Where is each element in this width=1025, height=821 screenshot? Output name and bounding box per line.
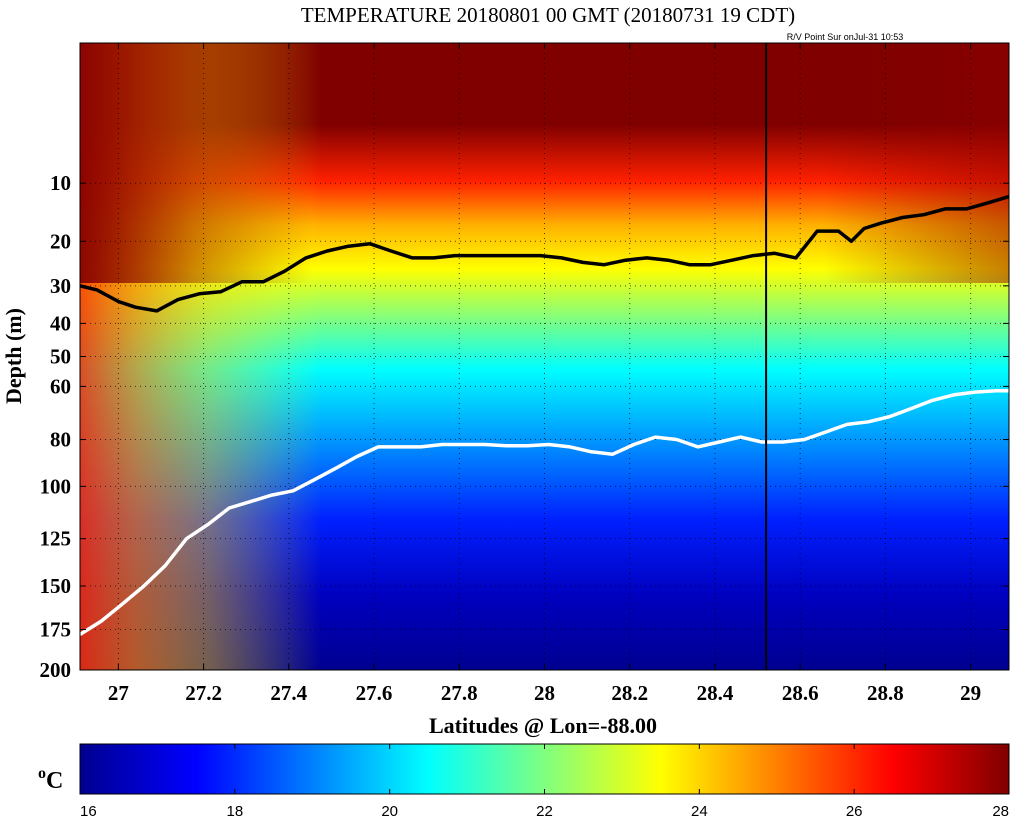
y-tick-label: 100 <box>40 474 72 498</box>
upper-contour-line <box>80 194 1009 313</box>
colorbar-tick-label: 16 <box>80 803 97 820</box>
colorbar-tick-label: 20 <box>381 803 398 820</box>
y-axis: 10 20 30 40 50 60 80 100 125 150 175 200 <box>40 171 1009 682</box>
y-tick-label: 125 <box>40 527 72 551</box>
x-tick-label: 28.2 <box>611 681 648 705</box>
x-tick-label: 27 <box>108 681 129 705</box>
y-tick-label: 50 <box>50 345 71 369</box>
x-axis: 27 27.2 27.4 27.6 27.8 28 28.2 28.4 28.6 28.8 29 <box>108 43 981 705</box>
x-tick-label: 29 <box>960 681 981 705</box>
x-tick-label: 28.4 <box>697 681 734 705</box>
colorbar-unit: oC <box>38 765 63 794</box>
y-tick-label: 150 <box>40 574 72 598</box>
colorbar: 16 18 20 22 24 26 28 oC <box>38 743 1010 820</box>
x-tick-label: 27.6 <box>356 681 393 705</box>
x-tick-label: 28.6 <box>782 681 819 705</box>
lower-contour-line <box>80 388 1009 636</box>
colorbar-tick-label: 28 <box>992 803 1009 820</box>
colorbar-tick-label: 24 <box>691 803 708 820</box>
x-tick-label: 27.2 <box>185 681 222 705</box>
colorbar-tick-label: 18 <box>226 803 243 820</box>
vessel-annotation: R/V Point Sur onJul-31 10:53 <box>787 32 904 42</box>
y-tick-label: 40 <box>50 311 71 335</box>
x-tick-label: 27.4 <box>270 681 307 705</box>
y-tick-label: 200 <box>40 658 72 682</box>
colorbar-unit-letter: C <box>46 768 63 794</box>
colorbar-gradient <box>79 743 1010 795</box>
y-axis-label: Depth (m) <box>1 308 26 404</box>
x-tick-label: 27.8 <box>441 681 478 705</box>
y-tick-label: 80 <box>50 428 71 452</box>
y-tick-label: 175 <box>40 618 72 642</box>
y-tick-label: 60 <box>50 374 71 398</box>
contour-lines <box>80 194 1009 636</box>
chart-title: TEMPERATURE 20180801 00 GMT (20180731 19… <box>301 3 795 27</box>
colorbar-ticks: 16 18 20 22 24 26 28 <box>79 744 1010 820</box>
x-tick-label: 28 <box>534 681 555 705</box>
colorbar-unit-degree: o <box>38 765 46 782</box>
x-axis-label: Latitudes @ Lon=-88.00 <box>429 713 657 738</box>
colorbar-tick-label: 26 <box>846 803 863 820</box>
y-tick-label: 20 <box>50 229 71 253</box>
y-tick-label: 30 <box>50 274 71 298</box>
y-tick-label: 10 <box>50 171 71 195</box>
x-tick-label: 28.8 <box>867 681 904 705</box>
colorbar-tick-label: 22 <box>536 803 553 820</box>
temperature-field <box>80 43 1009 670</box>
